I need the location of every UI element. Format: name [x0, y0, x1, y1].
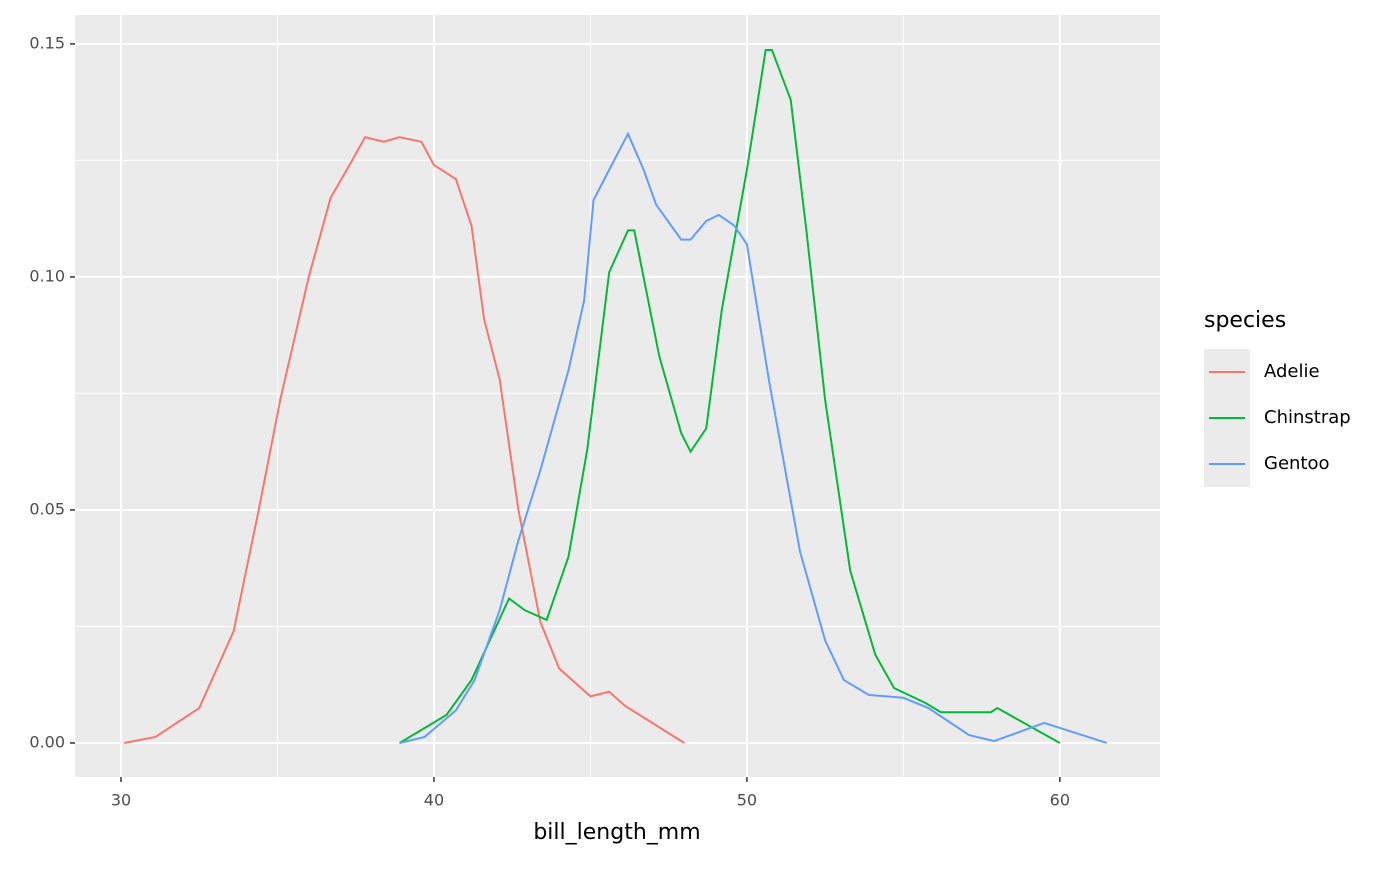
y-tick-label: 0.05 [29, 499, 65, 518]
legend-label: Chinstrap [1264, 407, 1351, 428]
density-line [123, 135, 685, 744]
x-tick-label: 60 [1050, 791, 1070, 810]
x-tick-label: 30 [111, 791, 131, 810]
y-tick-label: 0.15 [29, 33, 65, 52]
x-tick-label: 40 [424, 791, 444, 810]
legend-label: Adelie [1264, 361, 1320, 382]
y-tick-label: 0.10 [29, 266, 65, 285]
density-line [399, 131, 1108, 744]
legend-label: Gentoo [1264, 453, 1330, 474]
legend-title: species [1204, 308, 1286, 333]
panel [75, 15, 1160, 777]
density-line [399, 48, 1061, 744]
y-tick-label: 0.00 [29, 732, 65, 751]
x-tick-label: 50 [737, 791, 757, 810]
x-axis-label: bill_length_mm [533, 820, 700, 845]
